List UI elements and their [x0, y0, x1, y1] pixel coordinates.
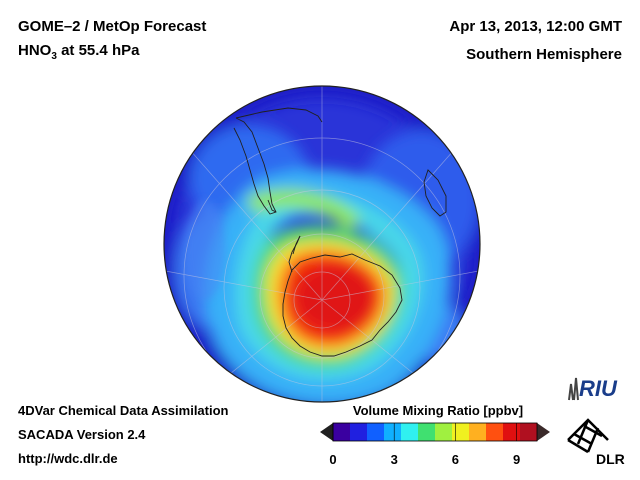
coastlines [233, 107, 447, 357]
colorbar-title: Volume Mixing Ratio [ppbv] [352, 403, 524, 418]
colorbar-tick-label: 0 [329, 452, 337, 467]
colorbar-segment [520, 423, 538, 441]
colorbar-segments [333, 423, 538, 441]
dlr-logo [567, 418, 609, 454]
colorbar-segment [469, 423, 487, 441]
forecast-title: GOME–2 / MetOp Forecast [18, 18, 207, 35]
colorbar-tick-marks [332, 423, 517, 441]
colorbar-tick-label: 3 [390, 452, 398, 467]
datetime-label: Apr 13, 2013, 12:00 GMT [449, 18, 622, 35]
species-label: HNO [18, 42, 52, 59]
species-subscript: 3 [51, 51, 57, 62]
colorbar-segment [435, 423, 453, 441]
colorbar-segment [333, 423, 351, 441]
colorbar-segment [384, 423, 402, 441]
version-label: SACADA Version 2.4 [18, 427, 146, 442]
colorbar-segment [503, 423, 521, 441]
dlr-label: DLR [596, 451, 625, 467]
species-level-label: HNO3 at 55.4 hPa [18, 42, 139, 62]
colorbar [320, 422, 550, 442]
svg-text:RIU: RIU [579, 376, 618, 401]
pressure-level: at 55.4 hPa [56, 42, 140, 59]
colorbar-segment [401, 423, 419, 441]
graticule [164, 86, 480, 402]
colorbar-segment [418, 423, 436, 441]
hemisphere-label: Southern Hemisphere [466, 46, 622, 63]
colorbar-segment [452, 423, 470, 441]
website-link[interactable]: http://wdc.dlr.de [18, 451, 118, 466]
colorbar-segment [367, 423, 385, 441]
assimilation-label: 4DVar Chemical Data Assimilation [18, 403, 229, 418]
colorbar-tick-label: 9 [512, 452, 521, 467]
colorbar-max-arrow [537, 423, 550, 441]
colorbar-segment [350, 423, 368, 441]
colorbar-segment [486, 423, 504, 441]
riu-logo: RIU [568, 376, 618, 401]
colorbar-min-arrow [320, 423, 333, 441]
colorbar-tick-label: 6 [451, 452, 459, 467]
